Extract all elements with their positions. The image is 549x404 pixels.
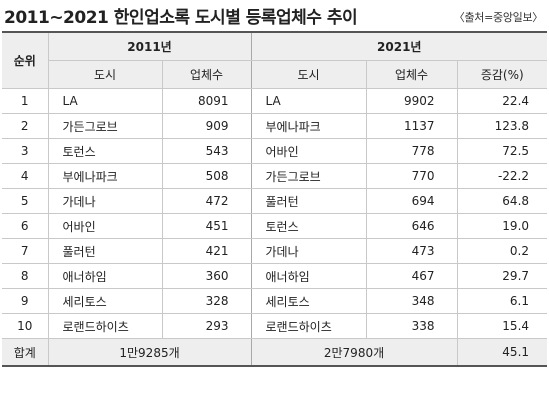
rank-cell: 6	[2, 213, 48, 239]
count-2011-cell: 451	[161, 213, 252, 239]
change-cell: 6.1	[456, 288, 548, 314]
count-2011-cell: 472	[161, 188, 252, 214]
city-2021-cell: 부에나파크	[250, 113, 367, 139]
city-2021-cell: 어바인	[250, 138, 367, 164]
city-2011-cell: 세리토스	[47, 288, 162, 314]
count-2021-cell: 1137	[365, 113, 458, 139]
city-2011-cell: 어바인	[47, 213, 162, 239]
city-2011-cell: 애너하임	[47, 263, 162, 289]
table-row: 2 가든그로브 909 부에나파크 1137 123.8	[2, 113, 548, 139]
rank-cell: 8	[2, 263, 48, 289]
table-row: 3 토런스 543 어바인 778 72.5	[2, 138, 548, 164]
city-2011-cell: LA	[47, 88, 162, 114]
count-2021-cell: 770	[365, 163, 458, 189]
city-2011-cell: 풀러턴	[47, 238, 162, 264]
count-2011-cell: 293	[161, 313, 252, 339]
change-cell: 22.4	[456, 88, 548, 114]
change-cell: 15.4	[456, 313, 548, 339]
count-2021-cell: 646	[365, 213, 458, 239]
rank-cell: 7	[2, 238, 48, 264]
table-row: 6 어바인 451 토런스 646 19.0	[2, 213, 548, 239]
header-year-2021: 2021년	[250, 32, 548, 61]
count-2021-cell: 778	[365, 138, 458, 164]
city-2021-cell: LA	[250, 88, 367, 114]
change-cell: -22.2	[456, 163, 548, 189]
city-2011-cell: 토런스	[47, 138, 162, 164]
total-change-cell: 45.1	[456, 338, 548, 367]
count-2021-cell: 338	[365, 313, 458, 339]
rank-cell: 3	[2, 138, 48, 164]
city-2021-cell: 풀러턴	[250, 188, 367, 214]
city-2021-cell: 세리토스	[250, 288, 367, 314]
table-row: 8 애너하임 360 애너하임 467 29.7	[2, 263, 548, 289]
header-row-years: 순위 2011년 2021년	[2, 32, 548, 89]
city-2011-cell: 부에나파크	[47, 163, 162, 189]
header-change: 증감(%)	[456, 60, 548, 89]
count-2011-cell: 508	[161, 163, 252, 189]
change-cell: 29.7	[456, 263, 548, 289]
total-2011-cell: 1만9285개	[47, 338, 252, 367]
city-2021-cell: 가든그로브	[250, 163, 367, 189]
change-cell: 19.0	[456, 213, 548, 239]
count-2021-cell: 473	[365, 238, 458, 264]
rank-cell: 10	[2, 313, 48, 339]
header-row-columns: 도시 업체수 도시 업체수 증감(%)	[2, 60, 548, 89]
count-2011-cell: 328	[161, 288, 252, 314]
city-2011-cell: 로랜드하이츠	[47, 313, 162, 339]
rank-cell: 4	[2, 163, 48, 189]
count-2021-cell: 694	[365, 188, 458, 214]
rank-cell: 5	[2, 188, 48, 214]
source-note: 〈출처=중앙일보〉	[453, 11, 544, 24]
page-title: 2011~2021 한인업소록 도시별 등록업체수 추이	[4, 8, 358, 28]
total-label: 합계	[2, 338, 48, 367]
count-2011-cell: 421	[161, 238, 252, 264]
total-row: 합계 1만9285개 2만7980개 45.1	[2, 338, 548, 367]
count-2021-cell: 348	[365, 288, 458, 314]
count-2021-cell: 467	[365, 263, 458, 289]
header-city-2021: 도시	[250, 60, 367, 89]
city-2021-cell: 로랜드하이츠	[250, 313, 367, 339]
header-year-2011: 2011년	[47, 32, 252, 61]
count-2021-cell: 9902	[365, 88, 458, 114]
count-2011-cell: 909	[161, 113, 252, 139]
header-count-2011: 업체수	[161, 60, 252, 89]
city-2021-cell: 가데나	[250, 238, 367, 264]
table-row: 7 풀러턴 421 가데나 473 0.2	[2, 238, 548, 264]
table-row: 9 세리토스 328 세리토스 348 6.1	[2, 288, 548, 314]
city-2021-cell: 토런스	[250, 213, 367, 239]
business-count-table: 순위 2011년 2021년 도시 업체수 도시 업체수 증감(%) 1 LA …	[2, 31, 548, 367]
table-row: 10 로랜드하이츠 293 로랜드하이츠 338 15.4	[2, 313, 548, 339]
count-2011-cell: 543	[161, 138, 252, 164]
city-2021-cell: 애너하임	[250, 263, 367, 289]
header-city-2011: 도시	[47, 60, 162, 89]
total-2021-cell: 2만7980개	[250, 338, 458, 367]
count-2011-cell: 360	[161, 263, 252, 289]
table-row: 4 부에나파크 508 가든그로브 770 -22.2	[2, 163, 548, 189]
header-rank: 순위	[2, 32, 48, 89]
change-cell: 0.2	[456, 238, 548, 264]
change-cell: 64.8	[456, 188, 548, 214]
rank-cell: 9	[2, 288, 48, 314]
city-2011-cell: 가든그로브	[47, 113, 162, 139]
table-row: 1 LA 8091 LA 9902 22.4	[2, 88, 548, 114]
table-row: 5 가데나 472 풀러턴 694 64.8	[2, 188, 548, 214]
header-count-2021: 업체수	[365, 60, 458, 89]
count-2011-cell: 8091	[161, 88, 252, 114]
rank-cell: 2	[2, 113, 48, 139]
change-cell: 72.5	[456, 138, 548, 164]
rank-cell: 1	[2, 88, 48, 114]
city-2011-cell: 가데나	[47, 188, 162, 214]
change-cell: 123.8	[456, 113, 548, 139]
